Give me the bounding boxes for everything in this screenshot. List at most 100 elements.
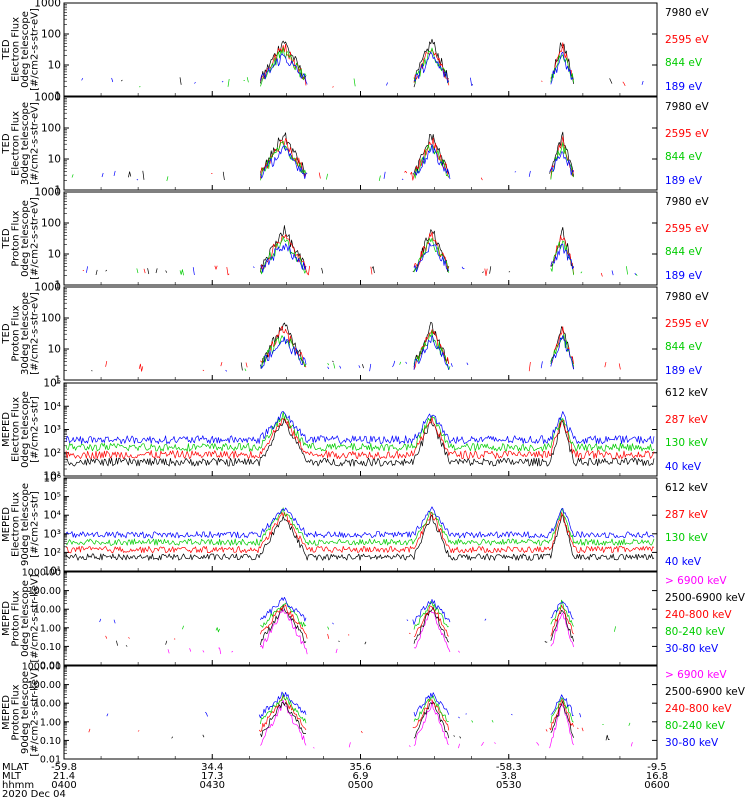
y-tick-label: 10 [48,344,61,356]
y-tick-label: 10³ [43,424,61,436]
series-trace-1 [168,610,652,655]
panel-frame [63,571,658,666]
legend-entry: 612 keV [665,387,709,399]
y-tick-label: 100 [41,218,61,230]
series-trace-3 [139,48,653,87]
legend-entry: 130 keV [665,437,709,449]
y-tick-label: 1000 [34,0,61,10]
y-axis-label-line: 0deg telescope [20,200,31,277]
y-tick-label: 100 [41,313,61,325]
x-tick-mlt: 3.8 [501,771,517,782]
x-tick-mlat: -59.8 [51,762,77,773]
y-axis-label-line: 0deg telescope [20,580,31,657]
panel-frame [63,665,658,760]
y-axis-label-line: TED [1,323,12,344]
series-trace-1 [128,132,640,180]
legend-entry: 612 keV [665,482,709,494]
legend-entry: > 6900 keV [665,575,727,587]
legend-entry: 189 eV [665,81,703,93]
x-date-label: 2020 Dec 04 [2,789,66,800]
y-axis-label-line: Electron Flux [11,397,22,462]
y-axis-label-line: MEPED [1,601,12,636]
y-tick-label: 0.10 [40,642,61,653]
legend-entry: 40 keV [665,556,702,568]
series-trace-2 [211,137,647,181]
series-trace-5 [100,597,650,624]
y-tick-label: 0.01 [40,661,61,672]
x-row-label-mlat: MLAT [2,762,29,773]
legend-entry: 80-240 keV [665,720,726,732]
series-trace-4 [65,411,655,445]
y-tick-label: 10.00 [34,605,61,616]
y-tick-label: 1000 [34,187,61,199]
y-tick-label: 10⁴ [43,510,61,522]
panel-frame [63,2,658,97]
legend-entry: 287 keV [665,414,709,426]
y-tick-label: 1000.00 [22,662,61,673]
y-axis-label-line: [#/cm2-s-str-eV] [30,8,41,91]
y-tick-label: 10 [48,154,61,166]
legend-entry: 2595 eV [665,223,710,235]
y-axis-label-line: Electron Flux [11,17,22,82]
legend-entry: 844 eV [665,246,703,258]
y-axis-label-line: MEPED [1,695,12,730]
y-axis-label-line: MEPED [1,412,12,447]
legend-entry: 30-80 keV [665,737,719,749]
y-tick-label: 100 [41,29,61,41]
legend-entry: 2595 eV [665,34,710,46]
y-axis-label-line: [#/cm2-s-str-eV] [30,197,41,280]
y-tick-label: 1000 [34,92,61,104]
x-tick-hhmm: 0530 [496,780,521,791]
x-row-label-hhmm: hhmm [2,780,34,791]
y-tick-label: 1 [54,185,61,197]
x-tick-mlt: 6.9 [353,771,369,782]
x-tick-hhmm: 0430 [200,780,225,791]
series-trace-4 [182,600,643,632]
y-tick-label: 1.00 [40,623,61,634]
y-tick-label: 10¹ [43,566,61,578]
legend-entry: 844 eV [665,151,703,163]
legend-entry: 2595 eV [665,128,710,140]
legend-entry: 80-240 keV [665,626,726,638]
y-axis-label-line: 90deg telescope [20,671,31,754]
x-tick-mlat: 35.6 [349,762,371,773]
series-trace-3 [65,411,655,452]
panel-8: 0.01 0.10 1.00 10.00 100.00 1000.00 MEPEDProto… [1,662,746,766]
x-tick-mlat: -58.3 [496,762,522,773]
legend-entry: 189 eV [665,365,703,377]
panel-frame [63,191,658,286]
legend-entry: 7980 eV [665,196,710,208]
legend-entry: 7980 eV [665,291,710,303]
y-tick-label: 10⁵ [43,378,61,390]
series-trace-3 [137,237,654,276]
y-tick-label: 10⁶ [43,473,61,485]
y-tick-label: 10 [48,60,61,72]
series-trace-1 [65,417,655,467]
series-trace-1 [96,226,653,275]
y-tick-label: 0.10 [40,736,61,747]
legend-entry: 287 keV [665,509,709,521]
y-tick-label: 100.00 [28,586,61,597]
y-axis-label-line: Proton Flux [11,590,22,646]
series-trace-2 [65,511,655,554]
y-axis-label-line: Electron Flux [11,492,22,557]
x-tick-mlt: 21.4 [53,771,75,782]
x-tick-hhmm: 0500 [348,780,373,791]
legend-entry: 7980 eV [665,101,710,113]
panel-7: 0.01 0.10 1.00 10.00 100.00 1000.00 MEPEDProto… [1,568,746,672]
series-trace-2 [65,416,655,460]
y-tick-label: 1000.00 [22,568,61,579]
series-trace-2 [172,701,653,740]
y-axis-label-line: TED [1,39,12,60]
y-tick-label: 1000 [34,282,61,294]
legend-entry: 844 eV [665,341,703,353]
y-axis-label-line: 0deg telescope [20,11,31,88]
y-tick-label: 10¹ [43,471,61,483]
y-axis-label-line: 90deg telescope [20,483,31,566]
